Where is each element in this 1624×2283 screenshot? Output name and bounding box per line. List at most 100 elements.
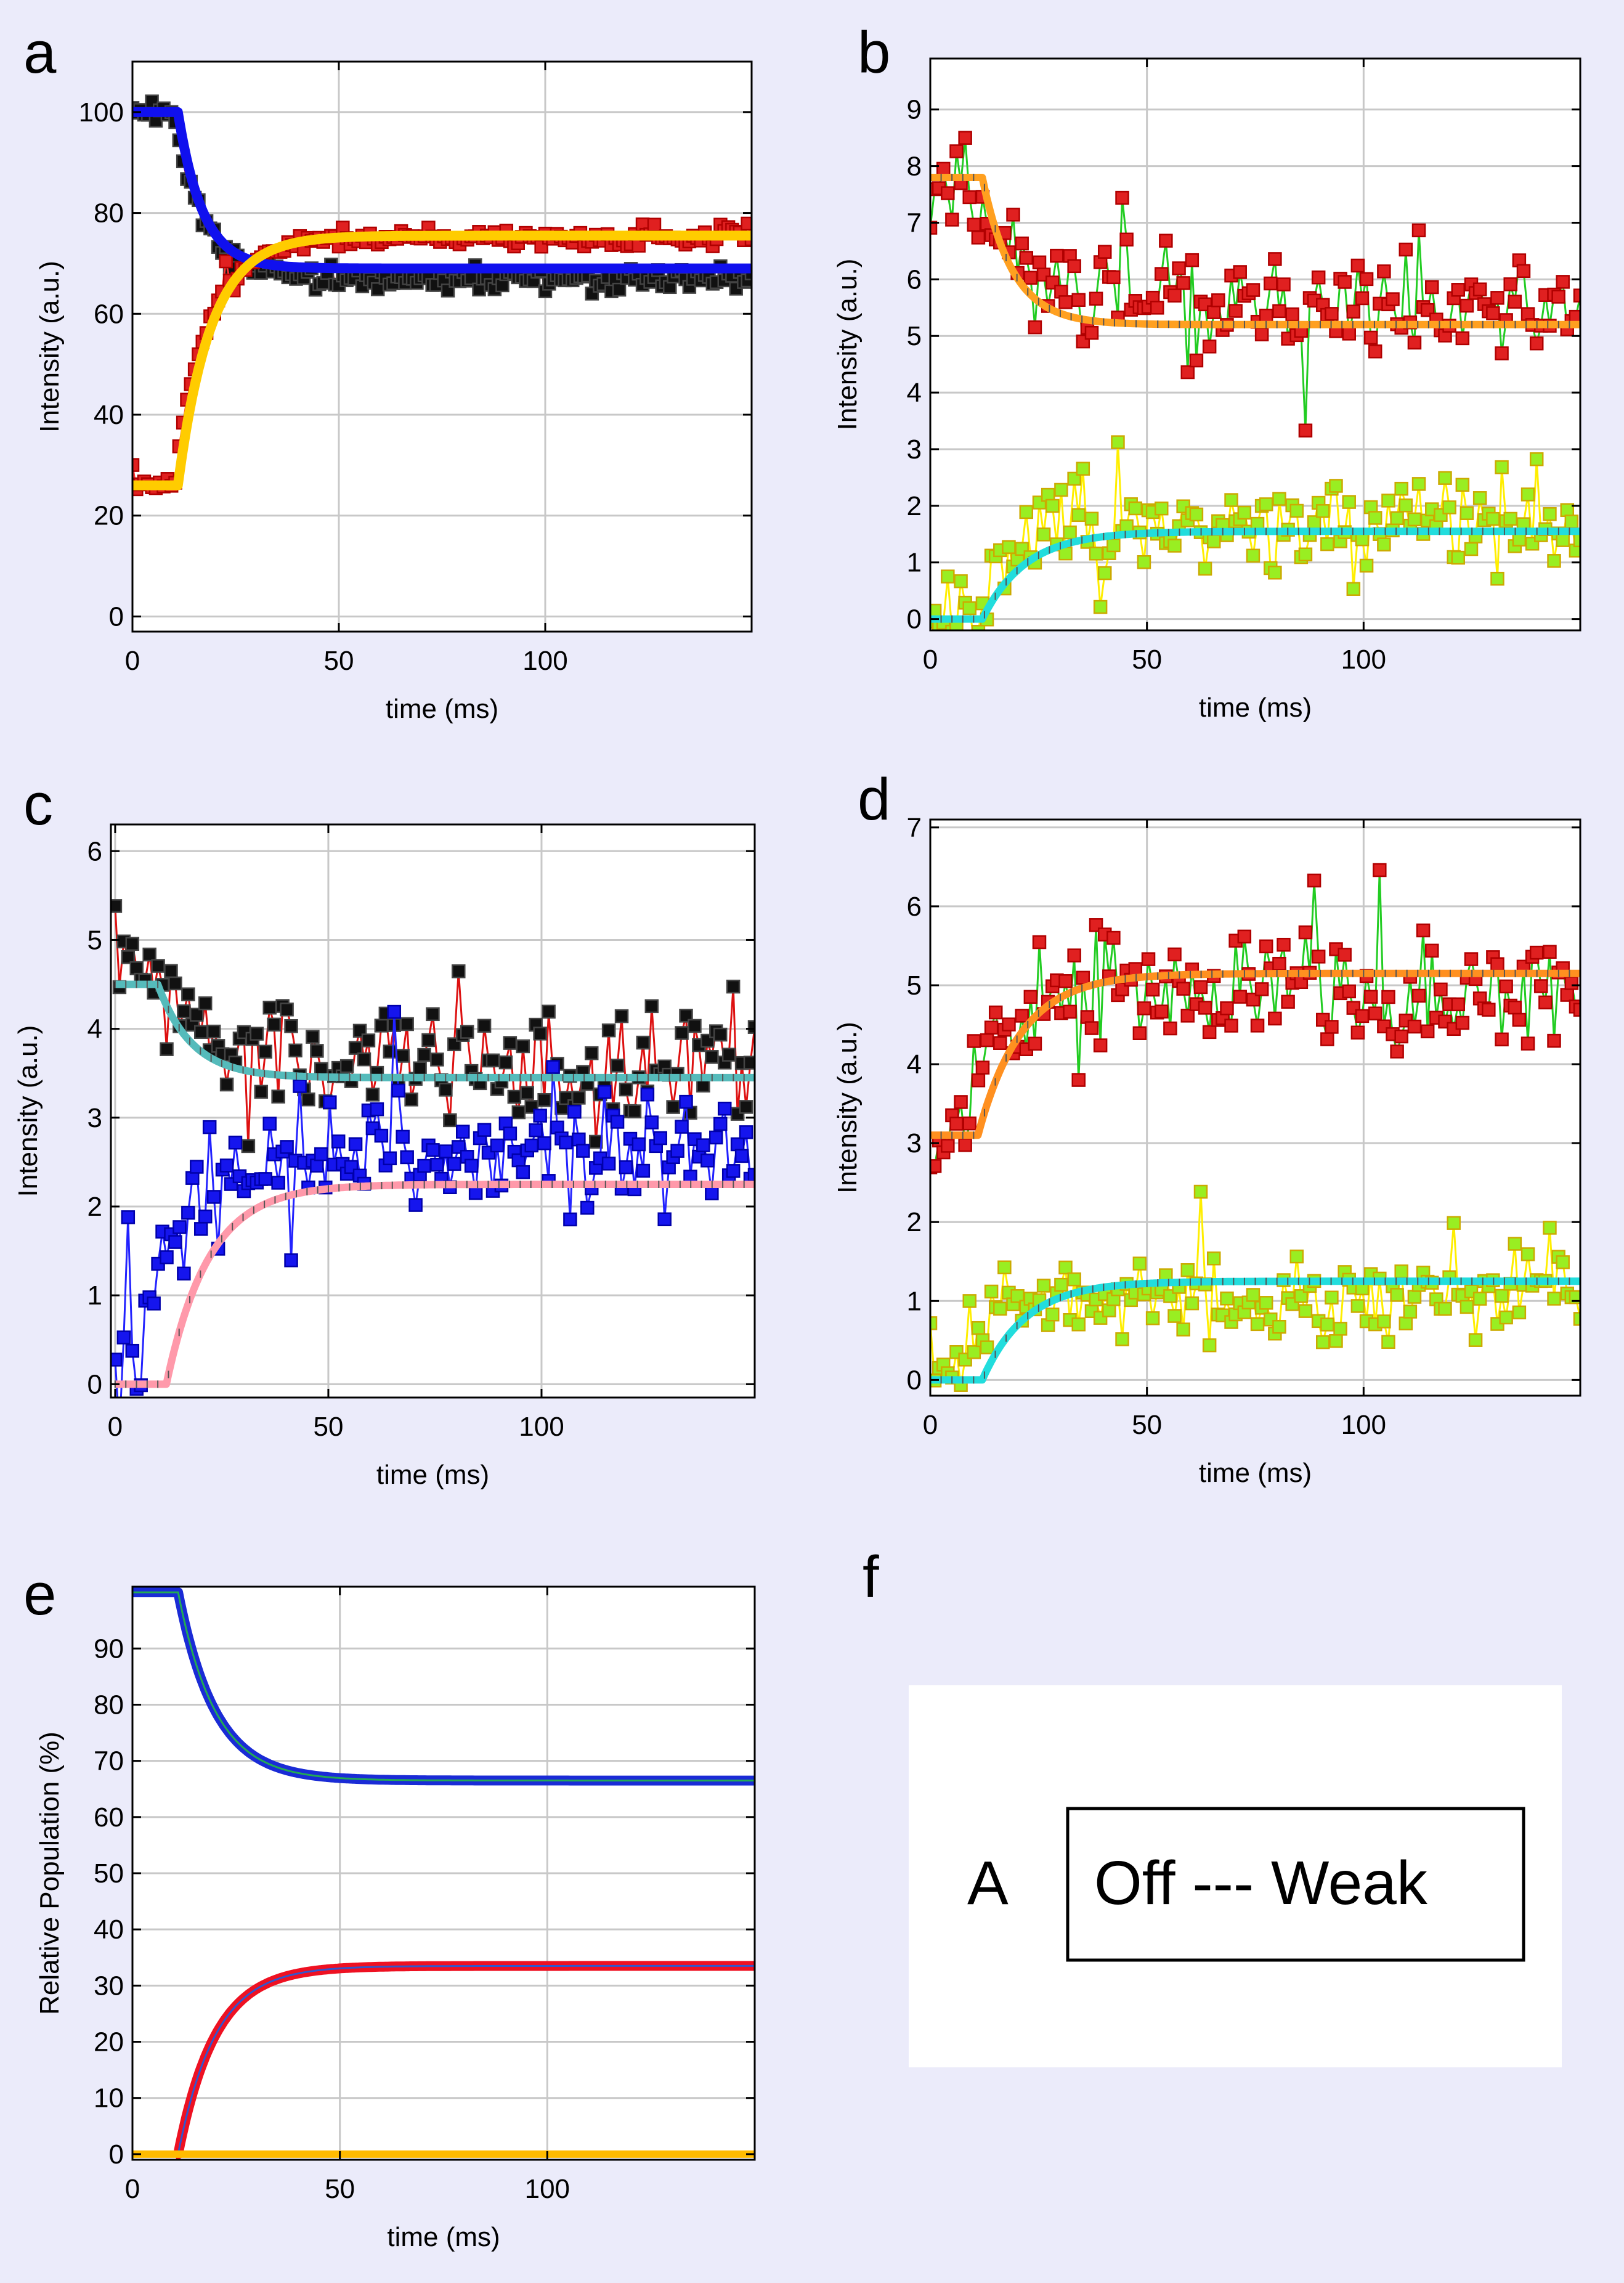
black-red-data-point [516,1039,530,1054]
red-green-data-point [1490,291,1504,305]
green-yellow-data-point [1556,1255,1570,1269]
green-yellow-data-point [1097,566,1112,580]
red-green-data-point [1155,1004,1169,1019]
green-yellow-data-point [1036,527,1051,542]
black-red-data-point [743,1056,755,1070]
green-yellow-data-point [1543,1221,1557,1235]
green-yellow-data-point [1455,478,1470,492]
black-red-data-point [339,1059,354,1073]
red-green-data-point [1150,301,1164,315]
blue-data-point [430,1157,444,1172]
red-green-data-point [1386,292,1400,306]
red-green-data-point [1551,290,1565,304]
green-yellow-data-point [1093,600,1108,614]
red-green-data-point [1472,282,1487,296]
panel-e: e 0 50 100 0 10 20 30 40 50 60 70 80 90 time (ms) Relat… [23,1561,756,2252]
black-red-data-point [160,1042,174,1056]
y-tick-label: 6 [907,264,922,295]
blue-data-point [417,1158,431,1173]
y-tick-label: 80 [94,198,124,229]
y-tick-label: 20 [94,2027,124,2057]
blue-data-point [529,1123,543,1137]
y-tick-label: 40 [94,400,124,430]
green-yellow-data-point [1564,515,1579,529]
blue-data-point [348,1137,363,1152]
y-tick-label: 50 [94,1858,124,1889]
y-tick-label: 8 [907,152,922,182]
black-red-data-point [129,961,144,975]
green-yellow-data-point [1054,482,1068,497]
red-green-data-point [1250,1019,1265,1033]
y-tick-label: 2 [907,491,922,521]
green-yellow-data-point [1045,1307,1060,1322]
plot-frame [131,60,753,633]
red-green-data-point [1486,306,1500,320]
series-yellow-fit [132,230,752,490]
panel-a: a 0 50 100 0 20 40 60 80 100 time (ms) Intensity (a… [23,20,753,724]
black-red-data-point [121,950,136,964]
red-green-data-point [1350,258,1365,273]
black-red-data-point [111,899,123,913]
black-red-data-point [503,1036,518,1050]
black-red-data-point [396,1049,410,1063]
green-yellow-data-point [1407,1290,1422,1304]
green-yellow-data-point [1185,1296,1200,1311]
black-red-data-point [348,1041,363,1055]
red-green-data-point [1268,252,1282,266]
red-green-data-point [1573,1003,1580,1017]
green-yellow-data-point [1333,1322,1347,1336]
blue-data-point [717,1101,732,1116]
black-red-data-point [168,976,182,991]
red-green-data-point [1503,277,1517,291]
blue-data-point [572,1132,586,1147]
red-green-data-point [1529,945,1544,960]
green-yellow-data-point [1202,1338,1217,1353]
green-yellow-data-point [1137,555,1151,569]
red-green-data-point [1128,962,1143,976]
blue-data-point [597,1085,612,1099]
black-red-data-point [241,1139,256,1154]
black-red-data-point [206,1024,221,1039]
red-green-data-point [1451,997,1465,1012]
blue-data-point [636,1163,651,1178]
blue-data-point [219,1158,234,1173]
red-green-data-point [1363,330,1378,345]
red-green-data-point [962,190,976,205]
y-tick-label: 6 [907,892,922,922]
green-yellow-data-point [1394,481,1408,496]
red-green-data-point [1233,265,1247,279]
x-tick-label: 0 [108,1412,123,1442]
green-yellow-data-point [1486,511,1500,526]
green-yellow-data-point [997,1260,1012,1275]
green-yellow-data-point [968,634,980,646]
black-red-data-point [413,1061,427,1076]
panel-c: c 0 50 100 0 1 2 3 4 5 6 time (ms) Intensity (a.u.) [13,771,756,1490]
scheme-box [1066,1807,1525,1962]
blue-data-point [747,1168,755,1182]
panel-b-label: b [858,20,890,86]
red-data-point [647,218,662,232]
red-green-data-point [1006,208,1020,222]
red-green-data-point [1163,1021,1177,1036]
black-red-data-point [288,1043,302,1058]
green-yellow-data-point [1495,1288,1509,1303]
y-tick-label: 1 [87,1280,102,1311]
y-axis-label: Intensity (a.u.) [832,259,863,431]
blue-data-point [477,1123,492,1137]
plot-content [930,863,1580,1392]
green-yellow-data-point [1573,533,1580,548]
black-red-data-point [679,1009,693,1023]
black-red-data-point [627,1104,642,1118]
red-green-data-point [1298,925,1313,940]
blue-data-point [567,1104,582,1119]
green-yellow-data-point [967,1345,981,1359]
black-red-data-point [125,937,140,951]
red-green-data-point [1224,1019,1238,1033]
green-yellow-data-point [1071,1317,1086,1332]
green-yellow-data-point [1368,511,1382,525]
blue-data-point [713,1117,728,1131]
x-tick-label: 100 [522,646,567,676]
red-data-point [219,254,233,269]
green-yellow-data-point [1111,435,1125,449]
red-green-data-point [1220,1001,1234,1015]
